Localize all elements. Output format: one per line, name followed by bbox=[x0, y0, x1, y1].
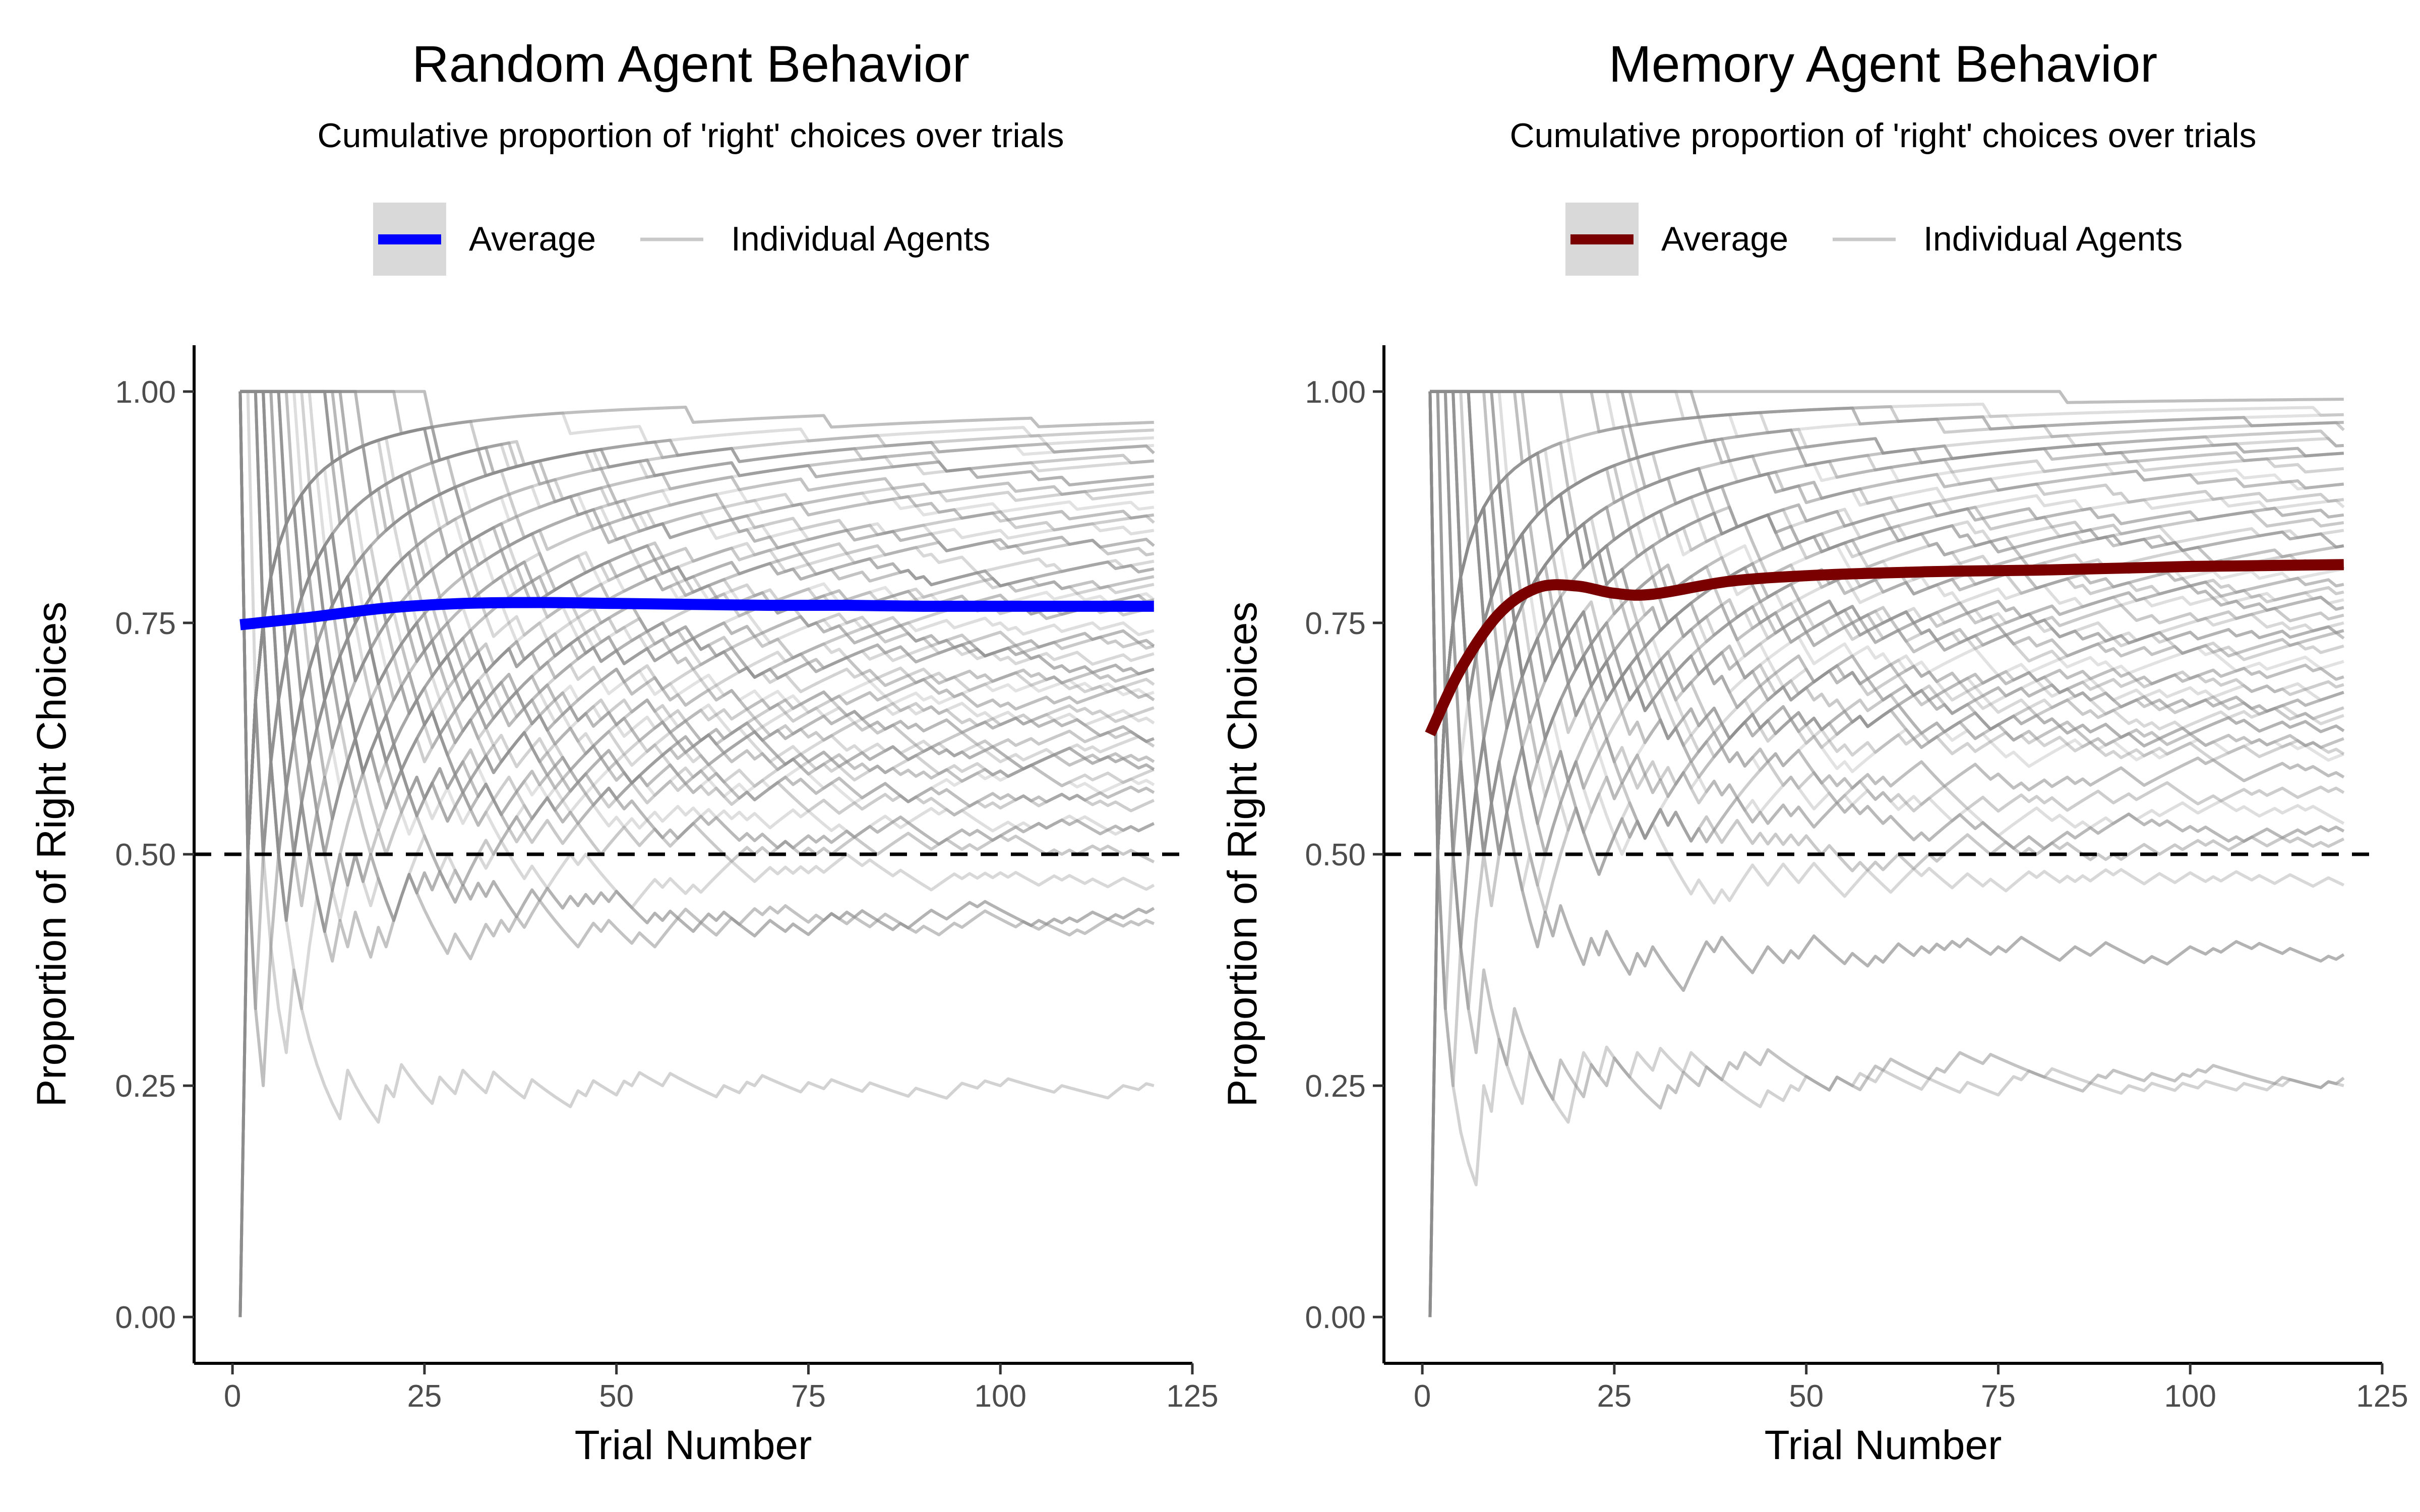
memory-agent-line-43 bbox=[1428, 391, 2345, 1088]
memory-agent-line-39 bbox=[1428, 391, 2344, 856]
memory-agent-line-41 bbox=[1428, 575, 2344, 1317]
random-chart-subtitle: Cumulative proportion of 'right' choices… bbox=[317, 116, 1064, 155]
random-average-line bbox=[239, 597, 1154, 631]
random-agent-line-42 bbox=[238, 391, 1155, 1088]
memory-agent-line-40 bbox=[1430, 390, 2345, 783]
memory-agent-line-45 bbox=[1430, 390, 2345, 876]
random-agent-line-29 bbox=[240, 390, 1155, 712]
memory-agent-line-12 bbox=[1430, 390, 2344, 505]
memory-agent-line-44 bbox=[1430, 390, 2345, 856]
random-x-tick-label: 100 bbox=[975, 1379, 1026, 1414]
random-agent-line-35 bbox=[240, 390, 1155, 774]
random-legend: Average Individual Agents bbox=[373, 203, 990, 276]
memory-agent-line-13 bbox=[1430, 390, 2344, 561]
random-agent-line-22 bbox=[240, 390, 1155, 658]
random-agent-panel: Random Agent Behavior Cumulative proporti… bbox=[29, 35, 1219, 1468]
memory-agent-line-16 bbox=[1428, 452, 2344, 1317]
memory-agent-line-50 bbox=[1428, 391, 2344, 1186]
memory-y-tick-label: 1.00 bbox=[1305, 375, 1366, 410]
random-agent-line-50 bbox=[238, 391, 1155, 1124]
memory-legend-label-average: Average bbox=[1661, 220, 1788, 258]
random-x-tick-label: 0 bbox=[224, 1379, 241, 1414]
memory-agent-line-29 bbox=[1430, 390, 2345, 702]
memory-agent-line-19 bbox=[1430, 390, 2344, 564]
memory-agent-line-26 bbox=[1428, 506, 2344, 1317]
random-y-tick-label: 0.75 bbox=[115, 606, 176, 641]
memory-legend-label-individual: Individual Agents bbox=[1923, 220, 2183, 258]
memory-y-axis-title: Proportion of Right Choices bbox=[1220, 602, 1265, 1107]
random-agent-line-28 bbox=[240, 390, 1155, 685]
random-x-axis-title: Trial Number bbox=[575, 1422, 812, 1468]
memory-agent-line-24 bbox=[1430, 390, 2344, 624]
memory-x-tick-label: 50 bbox=[1789, 1379, 1824, 1414]
random-agent-line-39 bbox=[238, 391, 1155, 1011]
memory-x-tick-label: 75 bbox=[1981, 1379, 2016, 1414]
random-chart-title: Random Agent Behavior bbox=[412, 35, 970, 93]
random-x-tick-label: 25 bbox=[407, 1379, 442, 1414]
memory-agent-line-33 bbox=[1430, 390, 2344, 702]
random-agent-line-31 bbox=[238, 492, 1155, 1317]
memory-x-tick-label: 125 bbox=[2356, 1379, 2408, 1414]
random-agent-line-16 bbox=[238, 456, 1155, 1317]
random-y-tick-label: 0.00 bbox=[115, 1300, 176, 1335]
memory-y-tick-label: 0.50 bbox=[1305, 838, 1366, 872]
memory-agent-line-9 bbox=[1430, 390, 2344, 477]
memory-agent-line-46 bbox=[1428, 776, 2345, 1317]
random-y-tick-label: 0.25 bbox=[115, 1069, 176, 1104]
random-y-axis-title: Proportion of Right Choices bbox=[29, 602, 75, 1107]
memory-x-axis-title: Trial Number bbox=[1765, 1422, 2002, 1468]
memory-x-tick-label: 0 bbox=[1414, 1379, 1431, 1414]
random-agent-line-38 bbox=[240, 390, 1155, 794]
memory-chart-title: Memory Agent Behavior bbox=[1609, 35, 2158, 93]
random-agent-line-37 bbox=[238, 391, 1155, 856]
random-agent-line-9 bbox=[240, 390, 1155, 496]
memory-average-line bbox=[1425, 559, 2344, 736]
random-y-tick-label: 0.50 bbox=[115, 838, 176, 872]
memory-agent-line-49 bbox=[1430, 390, 2345, 1110]
random-agent-line-46 bbox=[238, 621, 1155, 1317]
memory-x-tick-label: 100 bbox=[2164, 1379, 2216, 1414]
random-agent-line-30 bbox=[240, 390, 1155, 730]
memory-agent-line-47 bbox=[1428, 391, 2345, 905]
memory-agent-panel: Memory Agent Behavior Cumulative proporti… bbox=[1220, 35, 2408, 1468]
memory-chart-subtitle: Cumulative proportion of 'right' choices… bbox=[1509, 116, 2256, 155]
memory-agent-line-20 bbox=[1430, 390, 2345, 579]
memory-agent-line-48 bbox=[1428, 391, 2345, 992]
random-x-tick-label: 125 bbox=[1166, 1379, 1218, 1414]
random-agent-line-45 bbox=[238, 391, 1155, 922]
random-agent-line-43 bbox=[240, 390, 1155, 827]
random-x-tick-label: 50 bbox=[599, 1379, 634, 1414]
memory-agent-line-10 bbox=[1430, 390, 2344, 474]
random-agent-line-15 bbox=[240, 390, 1155, 552]
memory-y-tick-label: 0.00 bbox=[1305, 1300, 1366, 1335]
memory-legend: Average Individual Agents bbox=[1565, 203, 2183, 276]
random-agent-line-49 bbox=[238, 391, 1155, 963]
random-agent-line-48 bbox=[238, 391, 1155, 937]
random-y-tick-label: 1.00 bbox=[115, 375, 176, 410]
memory-x-tick-label: 25 bbox=[1597, 1379, 1631, 1414]
random-legend-label-average: Average bbox=[469, 220, 596, 258]
memory-y-tick-label: 0.25 bbox=[1305, 1069, 1366, 1104]
random-legend-label-individual: Individual Agents bbox=[731, 220, 990, 258]
memory-agent-line-14 bbox=[1430, 390, 2345, 521]
memory-agent-line-36 bbox=[1428, 522, 2344, 1317]
memory-agent-line-42 bbox=[1428, 391, 2345, 949]
random-x-tick-label: 75 bbox=[791, 1379, 826, 1414]
random-agent-line-8 bbox=[240, 390, 1155, 487]
memory-y-tick-label: 0.75 bbox=[1305, 606, 1366, 641]
